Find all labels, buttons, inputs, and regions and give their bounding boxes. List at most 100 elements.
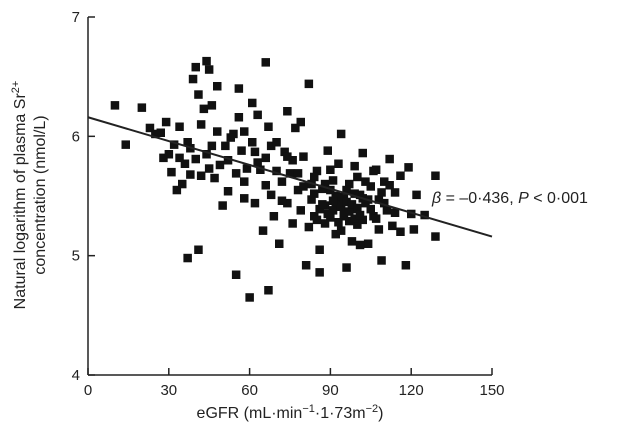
data-point xyxy=(366,182,375,191)
data-point xyxy=(396,171,405,180)
data-point xyxy=(385,154,394,164)
x-tick-label: 30 xyxy=(160,382,177,399)
data-point xyxy=(358,215,367,225)
data-point xyxy=(264,286,273,295)
data-point xyxy=(374,225,384,234)
data-point xyxy=(377,188,386,197)
data-point xyxy=(380,177,389,186)
data-point xyxy=(291,123,300,133)
data-point xyxy=(248,98,257,108)
data-point xyxy=(210,173,219,183)
data-point xyxy=(151,129,160,139)
data-point xyxy=(261,153,270,163)
data-point xyxy=(261,181,270,190)
data-point xyxy=(240,177,249,186)
data-point xyxy=(191,62,200,72)
data-point xyxy=(175,122,184,131)
data-point xyxy=(199,104,209,114)
data-point xyxy=(161,117,171,127)
data-point xyxy=(261,58,270,67)
data-point xyxy=(175,153,184,163)
data-point xyxy=(326,165,335,174)
data-point xyxy=(350,161,359,171)
data-point xyxy=(353,203,362,213)
data-point xyxy=(318,200,327,209)
data-point xyxy=(248,138,257,147)
data-point xyxy=(315,268,324,277)
data-point xyxy=(207,141,217,151)
data-point xyxy=(283,107,292,116)
data-point xyxy=(266,190,276,200)
data-point xyxy=(388,221,397,231)
data-point xyxy=(355,210,365,220)
data-point xyxy=(339,212,349,221)
data-point xyxy=(320,179,330,189)
data-point xyxy=(412,190,421,200)
data-point xyxy=(331,229,340,239)
data-point xyxy=(215,160,225,170)
x-axis-label: eGFR (mL·min−1·1·73m−2) xyxy=(197,403,384,422)
data-point xyxy=(382,206,392,215)
data-point xyxy=(269,212,279,221)
data-point xyxy=(204,164,214,173)
data-point xyxy=(218,201,227,210)
data-point xyxy=(234,113,244,122)
data-point xyxy=(366,204,375,214)
data-point xyxy=(409,225,419,234)
data-point xyxy=(245,293,254,302)
data-point xyxy=(336,129,346,139)
data-point xyxy=(288,219,297,228)
data-point xyxy=(288,156,297,165)
regression-annotation: β = –0·436, P < 0·001 xyxy=(431,190,588,207)
data-point xyxy=(240,127,249,136)
data-point xyxy=(272,166,281,176)
data-point xyxy=(221,141,230,151)
data-point xyxy=(183,138,192,147)
data-point xyxy=(307,195,316,204)
x-tick-label: 60 xyxy=(241,382,258,399)
data-point xyxy=(196,171,206,180)
y-tick-label: 4 xyxy=(72,367,80,384)
data-point xyxy=(358,148,367,158)
data-point xyxy=(258,226,268,235)
data-point xyxy=(272,138,281,147)
data-point xyxy=(342,263,351,272)
data-point xyxy=(334,218,343,227)
data-point xyxy=(401,261,411,270)
regression-line xyxy=(87,116,493,238)
data-point xyxy=(275,239,284,248)
data-points xyxy=(110,56,440,302)
data-point xyxy=(223,156,233,165)
data-point xyxy=(164,150,174,159)
data-point xyxy=(186,170,195,179)
data-point xyxy=(420,210,429,220)
data-point xyxy=(194,90,203,99)
data-point xyxy=(361,177,370,186)
data-point xyxy=(299,152,308,161)
data-point xyxy=(371,214,381,223)
data-point xyxy=(145,123,155,133)
data-point xyxy=(253,158,262,167)
data-point xyxy=(264,122,273,131)
data-point xyxy=(347,237,357,246)
y-axis-label-line1: Natural logarithm of plasma Sr2+ xyxy=(10,81,29,310)
x-tick-label: 150 xyxy=(479,382,504,399)
data-point xyxy=(326,185,335,195)
data-point xyxy=(202,150,211,159)
data-point xyxy=(223,187,233,196)
data-point xyxy=(231,169,241,178)
data-point xyxy=(355,240,365,250)
x-tick-label: 90 xyxy=(322,382,339,399)
data-point xyxy=(377,256,386,265)
y-tick-label: 7 xyxy=(72,9,80,26)
data-point xyxy=(331,191,340,201)
data-point xyxy=(250,147,260,157)
data-point xyxy=(345,216,354,226)
data-point xyxy=(385,181,394,190)
data-point xyxy=(250,198,260,208)
data-point xyxy=(369,166,378,176)
data-point xyxy=(380,198,389,208)
data-point xyxy=(345,179,354,189)
data-point xyxy=(213,82,222,91)
